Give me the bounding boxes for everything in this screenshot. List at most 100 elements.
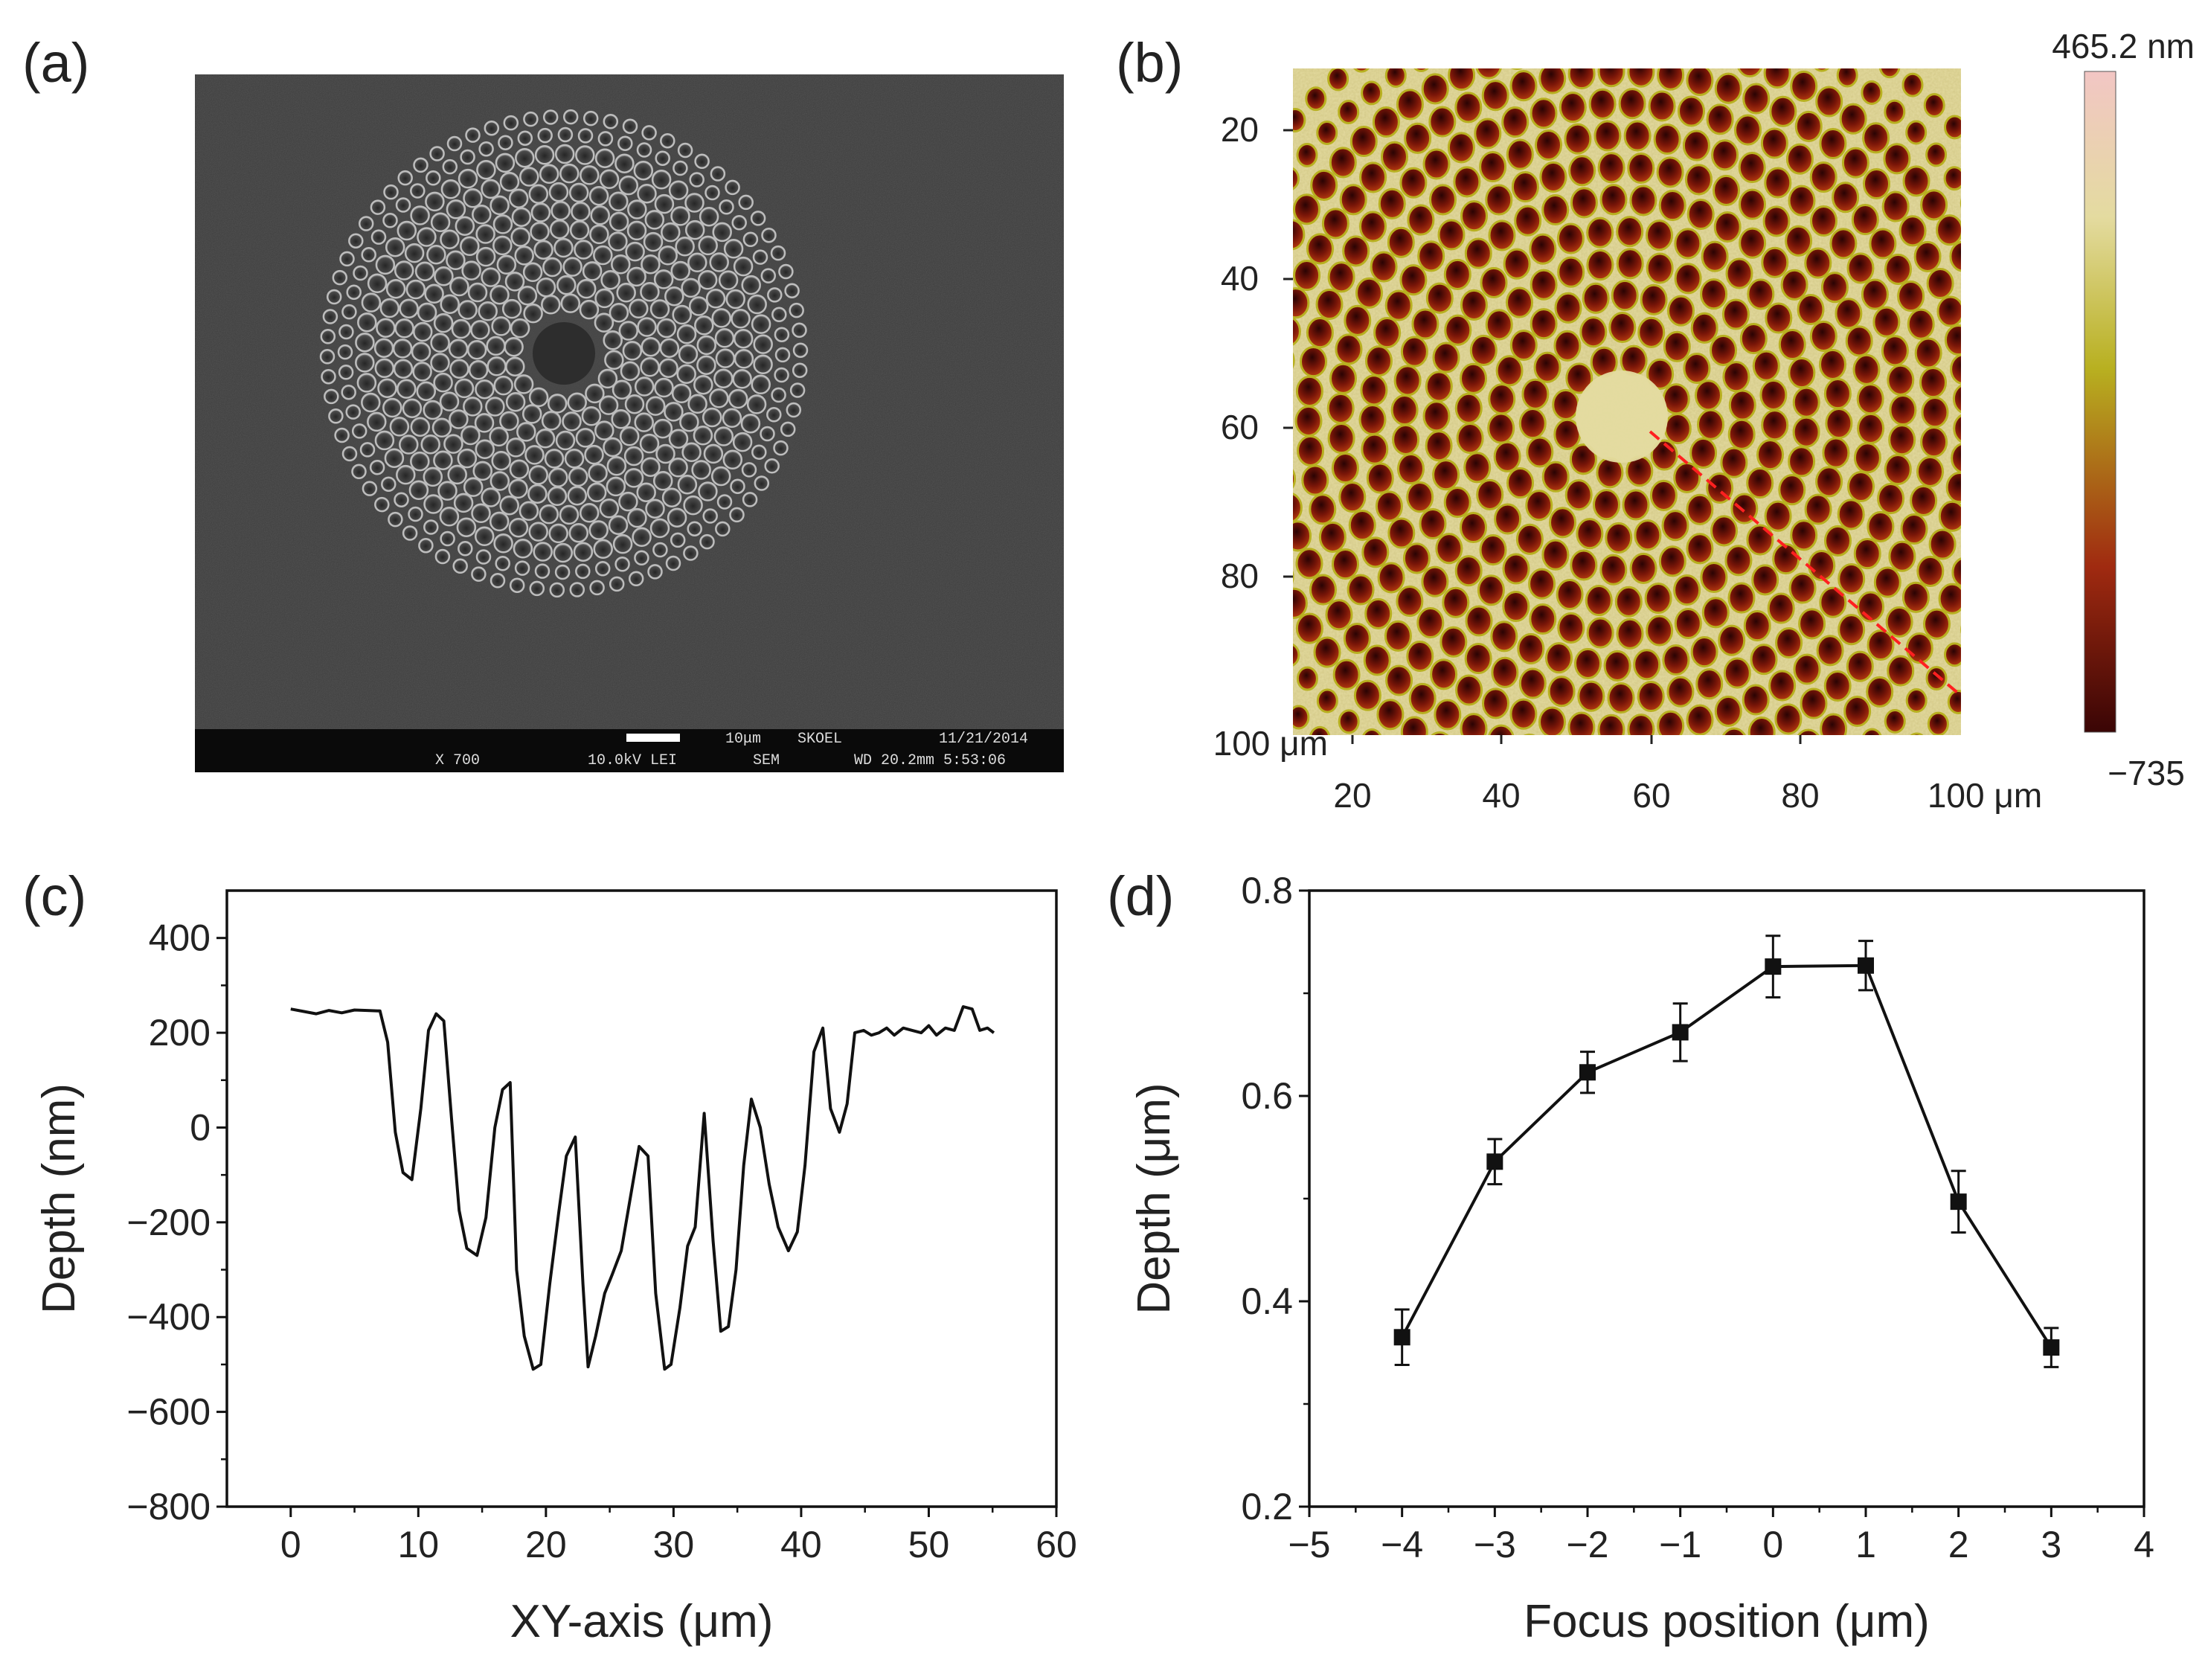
afm-pit — [1658, 190, 1686, 222]
x-tick-label: 1 — [1855, 1524, 1876, 1565]
sem-pit — [609, 302, 629, 323]
afm-pit — [1725, 257, 1753, 289]
sem-pit — [670, 532, 686, 548]
afm-pit — [1329, 147, 1357, 179]
sem-pit — [362, 481, 378, 496]
afm-pit — [1475, 68, 1502, 80]
afm-pit — [1640, 283, 1668, 315]
sem-pit — [681, 278, 701, 298]
sem-pit — [397, 170, 413, 186]
afm-pit — [1564, 123, 1592, 155]
afm-pit — [1611, 280, 1639, 312]
sem-pit — [493, 375, 513, 396]
afm-pit-pattern — [1179, 6, 2073, 846]
afm-pit — [1579, 316, 1608, 348]
afm-pit — [1950, 353, 1961, 385]
afm-pit — [1722, 727, 1746, 735]
afm-pit — [1700, 278, 1728, 310]
afm-pit — [1384, 289, 1413, 321]
sem-pit — [339, 251, 355, 267]
sem-pit — [534, 145, 555, 165]
afm-pit — [1797, 728, 1820, 735]
afm-pit — [1325, 599, 1353, 631]
afm-pit — [1742, 83, 1771, 115]
sem-pit — [392, 339, 413, 359]
afm-pit — [1926, 267, 1954, 300]
afm-pit — [1701, 6, 1720, 28]
sem-pit — [542, 109, 559, 125]
afm-pit — [1618, 88, 1646, 120]
afm-pit — [2053, 417, 2073, 440]
sem-pit — [537, 127, 553, 144]
afm-pit — [1667, 295, 1695, 327]
afm-pit — [1428, 106, 1457, 138]
sem-pit — [534, 563, 551, 579]
afm-pit — [1402, 18, 1422, 40]
sem-pit — [446, 250, 466, 271]
afm-pit — [1775, 626, 1803, 659]
afm-pit — [1338, 100, 1360, 125]
afm-pit — [1747, 278, 1775, 310]
x-tick-label: 2 — [1948, 1524, 1969, 1565]
afm-pit — [1792, 386, 1820, 418]
sem-pit — [549, 582, 565, 598]
sem-pit — [672, 304, 692, 325]
afm-pit — [1739, 188, 1766, 220]
afm-pit — [1760, 127, 1788, 159]
sem-pit — [652, 542, 668, 558]
afm-pit — [1785, 225, 1813, 257]
sem-pit — [712, 222, 732, 243]
afm-pit — [1557, 612, 1585, 644]
afm-pit — [1384, 68, 1407, 88]
sem-pit — [348, 233, 364, 249]
afm-pit — [1829, 228, 1858, 260]
sem-scale-bar — [626, 734, 680, 742]
afm-pit — [1761, 409, 1789, 441]
afm-pit — [1523, 6, 1542, 28]
afm-pit — [1605, 747, 1630, 776]
sem-pit — [431, 417, 452, 438]
sem-pit — [458, 541, 473, 557]
colorbar-max-label: 465.2 nm — [2052, 27, 2195, 65]
sem-pit — [609, 576, 625, 592]
afm-pit — [1469, 334, 1498, 366]
afm-pit — [1360, 374, 1388, 406]
afm-pit — [1888, 424, 1916, 456]
sem-pit — [606, 476, 626, 497]
afm-pit — [1603, 650, 1631, 682]
sem-pit — [597, 131, 614, 147]
afm-pit — [1754, 824, 1774, 846]
data-point — [1765, 958, 1782, 975]
afm-pit — [1412, 763, 1431, 785]
afm-pit — [1852, 353, 1881, 385]
afm-pit — [1567, 68, 1596, 90]
afm-pit — [1567, 711, 1596, 735]
afm-pit — [1960, 198, 1961, 208]
afm-pit — [1454, 92, 1483, 124]
afm-pit — [1327, 261, 1355, 293]
afm-pit — [1295, 612, 1323, 644]
afm-pit — [1509, 70, 1538, 102]
afm-pit — [1634, 519, 1662, 551]
sem-pit — [515, 147, 535, 168]
sem-pit — [471, 566, 487, 582]
afm-pit — [1662, 383, 1690, 415]
afm-pit — [1179, 319, 1198, 342]
afm-pit — [1474, 118, 1502, 150]
afm-pit — [1695, 379, 1722, 411]
afm-pit — [1629, 185, 1657, 217]
afm-x-tick-label: 20 — [1333, 776, 1371, 815]
sem-pit — [320, 329, 336, 344]
sem-pit — [579, 299, 600, 320]
afm-pit — [1355, 277, 1383, 309]
sem-pit — [521, 404, 542, 424]
afm-pit — [1582, 814, 1602, 836]
afm-pit — [1856, 383, 1884, 415]
afm-pit — [1481, 80, 1509, 112]
sem-pit — [580, 165, 600, 185]
sem-pit — [660, 132, 675, 149]
afm-pit — [1750, 644, 1778, 676]
afm-pit — [1838, 614, 1866, 646]
afm-pit — [1646, 219, 1673, 251]
sem-pit — [644, 210, 665, 230]
